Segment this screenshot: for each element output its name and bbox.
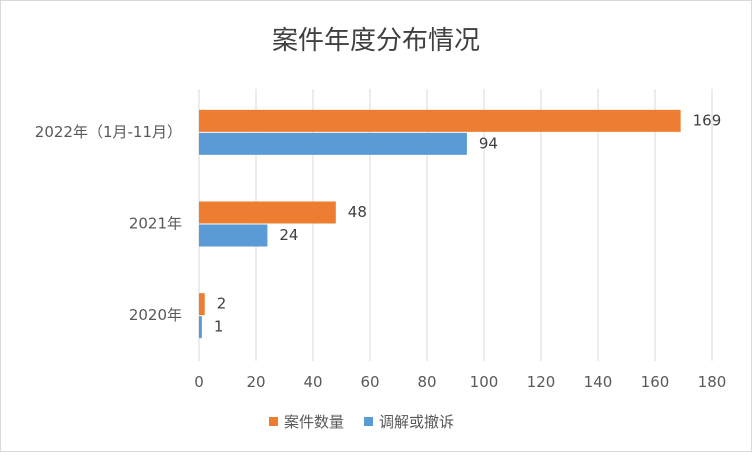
x-tick-label: 60: [360, 373, 379, 391]
category-label: 2021年: [129, 215, 182, 233]
x-tick-label: 140: [584, 373, 613, 391]
x-tick-label: 180: [698, 373, 727, 391]
x-tick-label: 0: [194, 373, 204, 391]
x-tick-label: 160: [641, 373, 670, 391]
x-tick-label: 20: [246, 373, 265, 391]
x-tick-labels: 0 20 40 60 80 100 120 140 160 180: [194, 373, 726, 391]
legend: 案件数量 调解或撤诉: [269, 413, 454, 431]
category-label: 2020年: [129, 306, 182, 324]
bar: [199, 201, 336, 224]
bar: [199, 224, 268, 247]
x-tick-label: 80: [417, 373, 436, 391]
data-label: 48: [348, 203, 367, 221]
bar: [199, 316, 202, 339]
bar: [199, 109, 681, 132]
legend-label: 案件数量: [284, 413, 344, 431]
legend-swatch: [364, 417, 374, 426]
chart-title: 案件年度分布情况: [272, 26, 480, 56]
data-label: 1: [214, 318, 224, 336]
data-label: 169: [693, 111, 722, 129]
category-labels: 2022年（1月-11月） 2021年 2020年: [35, 123, 182, 324]
x-tick-label: 40: [303, 373, 322, 391]
x-tick-label: 100: [470, 373, 499, 391]
bar: [199, 132, 467, 155]
data-label: 2: [217, 295, 227, 313]
data-label: 94: [479, 134, 498, 152]
legend-label: 调解或撤诉: [379, 413, 454, 431]
data-label: 24: [279, 226, 298, 244]
data-labels: 169 94 48 24 2 1: [214, 111, 721, 335]
category-label: 2022年（1月-11月）: [35, 123, 182, 141]
legend-swatch: [269, 417, 278, 426]
bars: [199, 109, 681, 339]
x-tick-label: 120: [527, 373, 556, 391]
bar: [199, 293, 205, 316]
